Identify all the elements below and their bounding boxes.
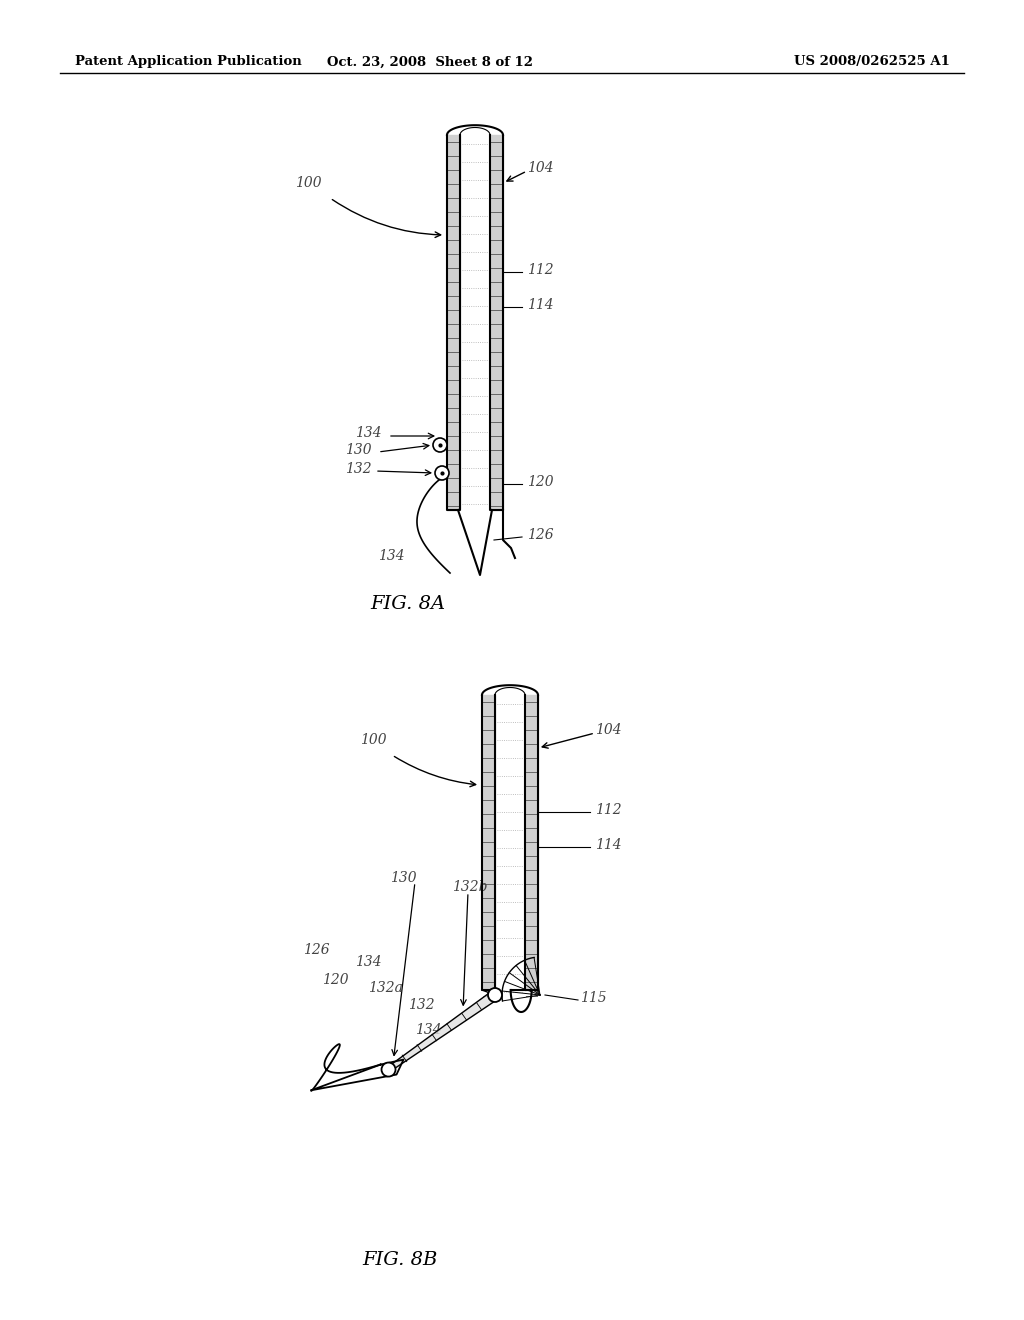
Text: 134: 134 (355, 426, 382, 440)
Polygon shape (447, 135, 460, 510)
Text: 130: 130 (345, 444, 372, 457)
Text: Oct. 23, 2008  Sheet 8 of 12: Oct. 23, 2008 Sheet 8 of 12 (327, 55, 534, 69)
Text: US 2008/0262525 A1: US 2008/0262525 A1 (795, 55, 950, 69)
Text: 126: 126 (527, 528, 554, 543)
Circle shape (433, 438, 447, 451)
Polygon shape (525, 696, 538, 990)
Text: 130: 130 (390, 871, 417, 884)
Polygon shape (387, 991, 498, 1072)
Text: 120: 120 (527, 475, 554, 488)
Text: 126: 126 (303, 942, 330, 957)
Text: 132: 132 (345, 462, 372, 477)
Text: 112: 112 (595, 803, 622, 817)
Text: 132: 132 (408, 998, 434, 1012)
Text: 104: 104 (595, 723, 622, 737)
Text: 112: 112 (527, 263, 554, 277)
Polygon shape (458, 510, 492, 576)
Text: 134: 134 (415, 1023, 441, 1038)
Polygon shape (490, 135, 503, 510)
Text: 114: 114 (595, 838, 622, 851)
Polygon shape (311, 1060, 403, 1090)
Circle shape (435, 466, 449, 480)
Polygon shape (482, 696, 495, 990)
Circle shape (488, 987, 502, 1002)
Text: FIG. 8A: FIG. 8A (371, 595, 445, 612)
Text: 134: 134 (355, 954, 382, 969)
Text: 114: 114 (527, 298, 554, 312)
Text: 132b: 132b (452, 880, 487, 894)
Text: Patent Application Publication: Patent Application Publication (75, 55, 302, 69)
Text: 120: 120 (322, 973, 348, 987)
Text: FIG. 8B: FIG. 8B (362, 1251, 437, 1269)
Circle shape (382, 1063, 395, 1077)
Text: 100: 100 (295, 176, 322, 190)
Text: 100: 100 (360, 733, 387, 747)
Text: 134: 134 (378, 549, 404, 564)
Text: 104: 104 (527, 161, 554, 176)
Text: 115: 115 (580, 991, 606, 1005)
Text: 132a: 132a (368, 981, 402, 995)
